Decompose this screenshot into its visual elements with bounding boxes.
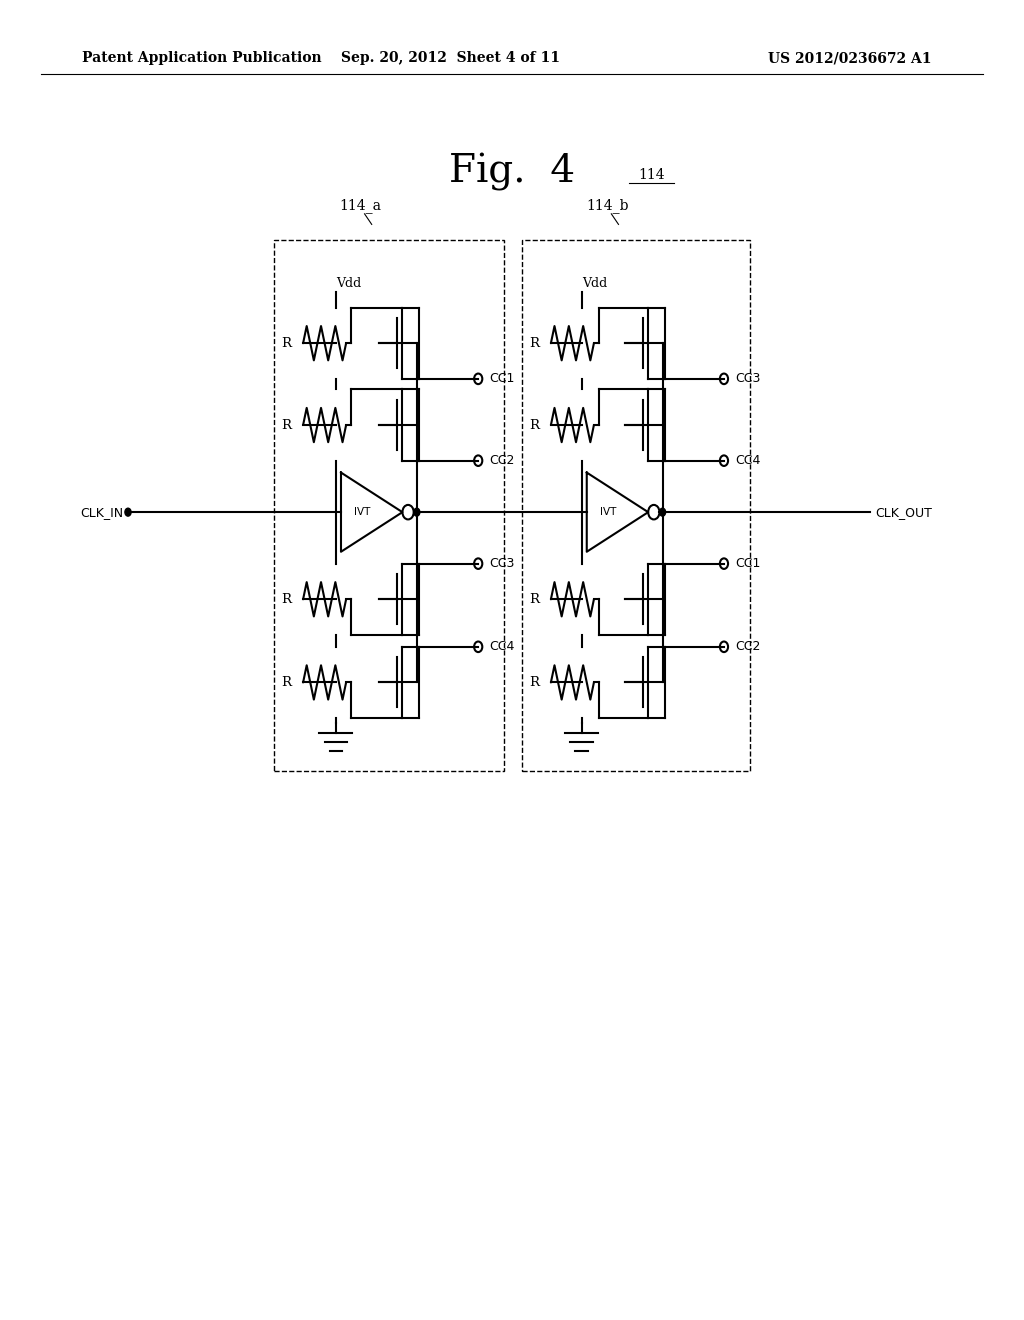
Text: R: R	[282, 593, 292, 606]
Text: R: R	[529, 593, 540, 606]
Text: R: R	[529, 676, 540, 689]
Text: CC3: CC3	[489, 557, 515, 570]
Circle shape	[125, 508, 131, 516]
Circle shape	[414, 508, 420, 516]
Text: 114: 114	[638, 168, 665, 182]
Text: R: R	[529, 337, 540, 350]
Text: Fig.  4: Fig. 4	[449, 153, 575, 190]
Text: CC4: CC4	[489, 640, 515, 653]
Text: 114_b: 114_b	[586, 198, 629, 213]
Text: CC4: CC4	[735, 454, 761, 467]
Text: CC2: CC2	[735, 640, 761, 653]
Text: R: R	[529, 418, 540, 432]
Text: CLK_IN: CLK_IN	[80, 506, 123, 519]
Text: CLK_OUT: CLK_OUT	[876, 506, 933, 519]
Text: CC2: CC2	[489, 454, 515, 467]
Text: R: R	[282, 418, 292, 432]
Text: 114_a: 114_a	[339, 198, 382, 213]
Circle shape	[659, 508, 666, 516]
Text: R: R	[282, 337, 292, 350]
Text: CC3: CC3	[735, 372, 761, 385]
Text: CC1: CC1	[489, 372, 515, 385]
Text: R: R	[282, 676, 292, 689]
Text: IVT: IVT	[354, 507, 371, 517]
Text: Patent Application Publication: Patent Application Publication	[82, 51, 322, 65]
Text: IVT: IVT	[600, 507, 616, 517]
Text: US 2012/0236672 A1: US 2012/0236672 A1	[768, 51, 932, 65]
Text: Vdd: Vdd	[582, 277, 607, 290]
Text: Vdd: Vdd	[336, 277, 361, 290]
Text: Sep. 20, 2012  Sheet 4 of 11: Sep. 20, 2012 Sheet 4 of 11	[341, 51, 560, 65]
Text: CC1: CC1	[735, 557, 761, 570]
